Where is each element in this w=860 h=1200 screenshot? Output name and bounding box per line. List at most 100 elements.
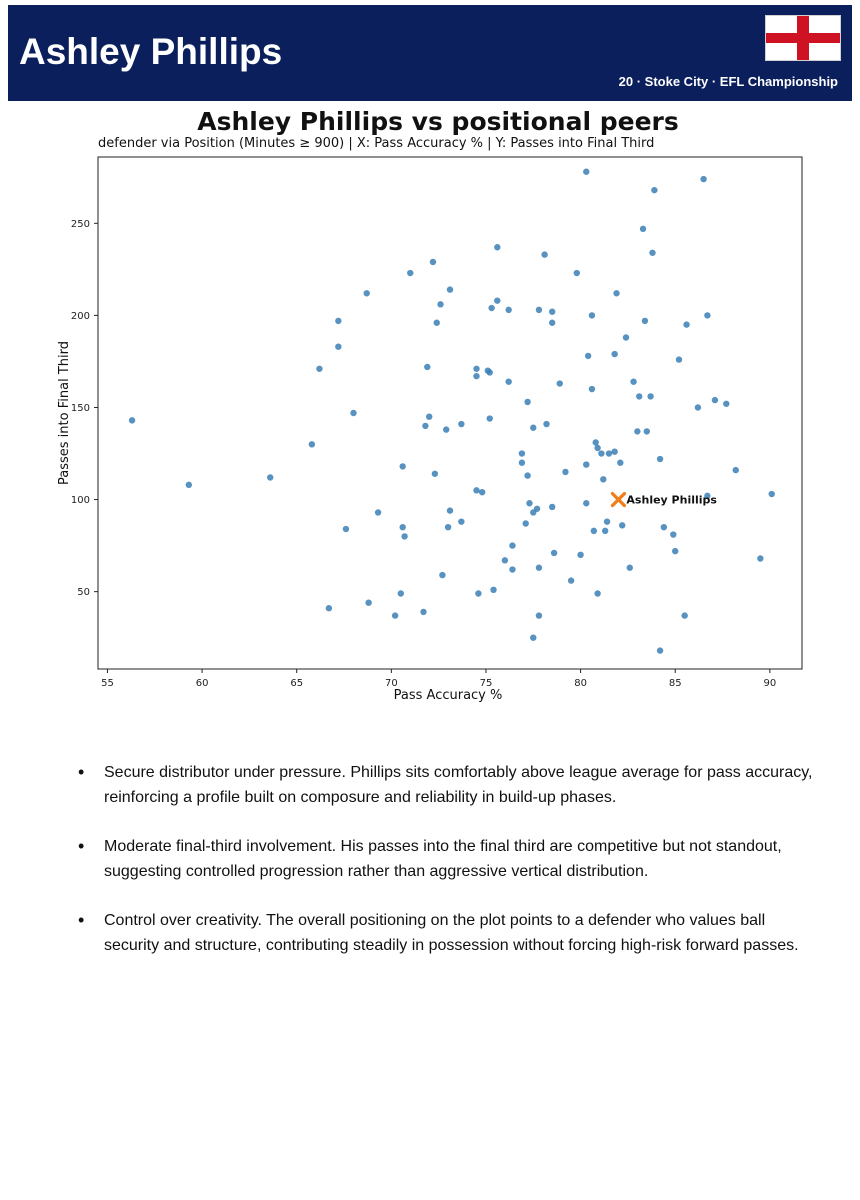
data-point: [622, 334, 630, 341]
y-tick-label: 50: [77, 587, 90, 598]
data-point: [526, 500, 533, 507]
data-point: [422, 422, 429, 430]
data-point: [583, 500, 590, 507]
data-point: [399, 523, 406, 531]
data-point: [592, 439, 599, 446]
data-point: [509, 542, 516, 549]
data-point: [567, 577, 575, 584]
data-point: [325, 605, 333, 612]
data-point: [530, 634, 537, 641]
data-point: [473, 372, 480, 380]
data-point: [342, 525, 350, 533]
data-point: [704, 492, 711, 500]
flag-cross-horizontal: [766, 33, 840, 43]
highlight-label: Ashley Phillips: [626, 494, 717, 507]
data-point: [458, 420, 465, 428]
data-point: [473, 365, 480, 372]
data-point: [128, 417, 136, 424]
data-point: [486, 369, 493, 376]
data-point: [374, 509, 382, 516]
insight-item: Secure distributor under pressure. Phill…: [78, 760, 818, 810]
data-point: [601, 527, 609, 535]
data-point: [488, 304, 495, 312]
x-tick-label: 85: [669, 678, 682, 689]
data-point: [768, 490, 775, 498]
data-point: [548, 319, 556, 326]
data-point: [548, 503, 556, 511]
x-tick-label: 75: [480, 678, 493, 689]
data-point: [594, 444, 601, 452]
data-point: [711, 396, 719, 404]
data-point: [391, 612, 399, 619]
data-point: [670, 531, 677, 538]
data-point: [583, 168, 590, 175]
data-point: [185, 481, 193, 489]
england-flag-icon: [765, 15, 841, 61]
data-point: [533, 505, 541, 512]
data-point: [494, 244, 501, 251]
player-name: Ashley Phillips: [19, 31, 283, 72]
data-point: [550, 549, 558, 557]
data-point: [636, 393, 643, 400]
data-point: [626, 564, 633, 571]
data-point: [634, 428, 641, 435]
club-info: 20 · Stoke City · EFL Championship: [618, 74, 838, 89]
data-point: [757, 555, 764, 562]
data-point: [605, 450, 613, 457]
data-point: [424, 363, 431, 371]
data-point: [446, 286, 454, 293]
x-tick-label: 60: [196, 678, 209, 689]
data-point: [475, 590, 482, 597]
data-point: [518, 459, 526, 466]
data-point: [594, 590, 601, 597]
data-point: [647, 393, 654, 400]
y-tick-label: 200: [71, 311, 90, 322]
data-point: [505, 378, 512, 385]
data-point: [458, 518, 465, 525]
data-point: [401, 533, 408, 540]
data-point: [399, 463, 406, 470]
data-point: [431, 470, 439, 477]
x-tick-label: 90: [763, 678, 776, 689]
data-point: [588, 385, 596, 393]
data-point: [494, 297, 501, 304]
data-point: [675, 356, 683, 363]
data-point: [617, 459, 624, 466]
y-axis-label: Passes into Final Third: [57, 341, 72, 485]
data-point: [723, 400, 730, 407]
scatter-chart: 55 60 65 70 75 80 85 90 50 100 150 200 250 Pass Accur…: [57, 156, 803, 703]
data-point: [660, 523, 668, 531]
data-point: [509, 566, 516, 573]
data-point: [535, 306, 543, 314]
data-point: [641, 317, 649, 325]
data-point: [439, 571, 446, 579]
chart-subtitle: defender via Position (Minutes ≥ 900) | …: [98, 136, 655, 151]
data-point: [556, 380, 563, 387]
data-point: [588, 312, 596, 319]
insight-item: Moderate final-third involvement. His pa…: [78, 834, 818, 884]
data-point: [505, 306, 512, 314]
data-point: [518, 450, 526, 457]
insights-list: Secure distributor under pressure. Phill…: [78, 760, 818, 982]
x-tick-label: 70: [385, 678, 398, 689]
data-point: [335, 317, 342, 325]
data-point: [541, 251, 548, 258]
insight-item: Control over creativity. The overall pos…: [78, 908, 818, 958]
x-tick-label: 80: [574, 678, 587, 689]
data-point: [433, 319, 440, 326]
data-point: [704, 312, 711, 319]
data-point: [443, 426, 450, 433]
data-point: [649, 249, 656, 256]
data-point: [583, 461, 590, 468]
data-point: [681, 612, 688, 619]
data-point: [590, 527, 598, 535]
data-point: [397, 590, 404, 597]
data-point: [478, 488, 486, 496]
data-point: [429, 258, 437, 266]
data-point: [683, 321, 690, 328]
data-point: [363, 290, 370, 297]
data-point: [732, 466, 739, 474]
data-point: [611, 350, 618, 358]
data-point: [522, 520, 529, 527]
data-point: [530, 424, 537, 431]
